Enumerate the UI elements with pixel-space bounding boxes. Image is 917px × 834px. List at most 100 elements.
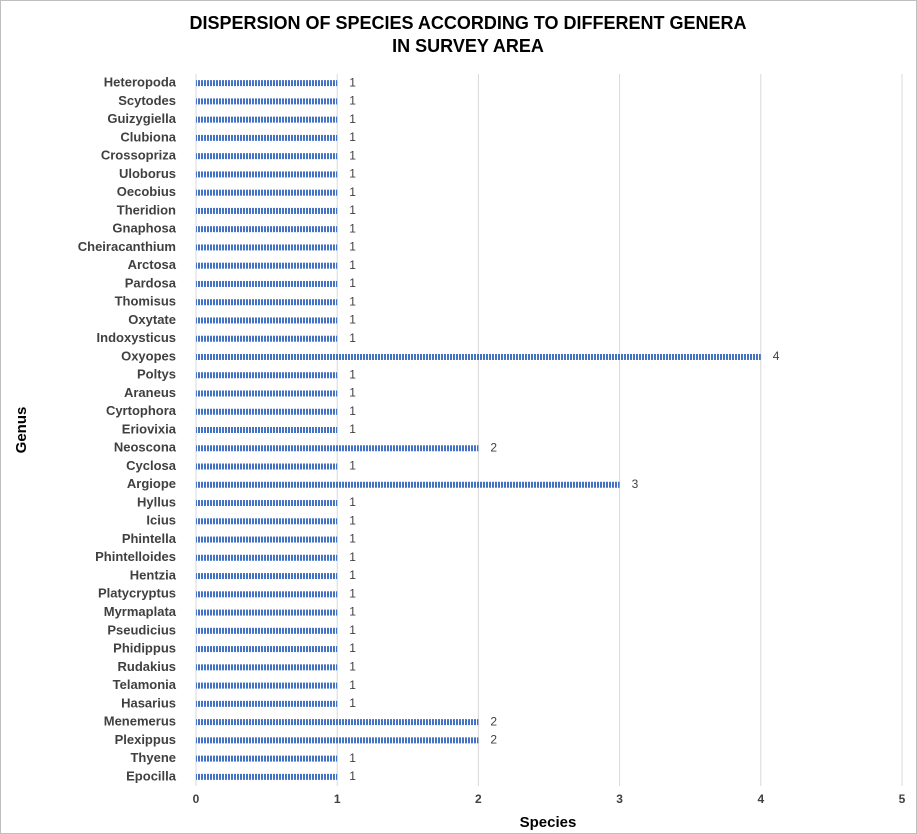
x-tick-label: 3 <box>616 792 623 806</box>
bar <box>196 153 338 160</box>
y-axis-title: Genus <box>13 407 30 454</box>
bar <box>196 427 338 433</box>
y-tick-label: Plexippus <box>115 732 176 747</box>
y-tick-label: Indoxysticus <box>97 330 176 345</box>
data-label: 1 <box>349 258 356 272</box>
bar <box>196 773 338 780</box>
y-tick-label: Telamonia <box>113 677 177 692</box>
bar <box>196 98 338 105</box>
bar <box>196 262 338 269</box>
bar <box>196 317 338 324</box>
data-label: 4 <box>773 349 780 363</box>
y-tick-label: Rudakius <box>117 659 176 674</box>
y-tick-label: Neoscona <box>114 440 177 455</box>
bar <box>196 171 338 178</box>
bar <box>196 627 338 634</box>
data-label: 1 <box>349 696 356 710</box>
y-tick-label: Scytodes <box>118 93 176 108</box>
y-tick-label: Phidippus <box>113 641 176 656</box>
data-label: 1 <box>349 623 356 637</box>
data-label: 1 <box>349 367 356 381</box>
y-tick-label: Thomisus <box>115 294 176 309</box>
data-label: 1 <box>349 678 356 692</box>
data-label: 1 <box>349 167 356 181</box>
data-label: 1 <box>349 294 356 308</box>
bar <box>196 390 338 397</box>
y-tick-label: Myrmaplata <box>104 604 177 619</box>
y-tick-label: Clubiona <box>120 129 176 144</box>
data-label: 1 <box>349 459 356 473</box>
y-tick-label: Epocilla <box>126 768 177 783</box>
x-tick-label: 5 <box>899 792 906 806</box>
data-label: 1 <box>349 185 356 199</box>
y-tick-label: Cyrtophora <box>106 403 177 418</box>
data-label: 1 <box>349 386 356 400</box>
data-label: 2 <box>490 733 497 747</box>
data-label: 1 <box>349 75 356 89</box>
bar <box>196 591 338 598</box>
bar <box>196 80 338 87</box>
y-tick-label: Arctosa <box>128 257 177 272</box>
y-tick-label: Phintelloides <box>95 549 176 564</box>
data-label: 1 <box>349 550 356 564</box>
data-label: 1 <box>349 495 356 509</box>
y-tick-label: Guizygiella <box>107 111 176 126</box>
y-tick-label: Hentzia <box>130 567 177 582</box>
bar <box>196 609 338 616</box>
data-label: 1 <box>349 148 356 162</box>
y-tick-label: Cheiracanthium <box>78 239 176 254</box>
data-label: 1 <box>349 586 356 600</box>
y-tick-label: Gnaphosa <box>112 221 176 236</box>
y-tick-label: Thyene <box>130 750 176 765</box>
bar <box>196 299 338 306</box>
bar <box>196 481 620 488</box>
bar <box>196 463 338 470</box>
bar <box>196 189 338 196</box>
bar <box>196 116 338 123</box>
bar <box>196 664 338 671</box>
x-tick-label: 1 <box>334 792 341 806</box>
y-tick-label: Hyllus <box>137 494 176 509</box>
bar <box>196 700 338 707</box>
bar <box>196 719 479 726</box>
chart-title: DISPERSION OF SPECIES ACCORDING TO DIFFE… <box>189 13 746 33</box>
data-label: 1 <box>349 130 356 144</box>
bar <box>196 682 338 689</box>
data-label: 2 <box>490 440 497 454</box>
y-tick-label: Phintella <box>122 531 177 546</box>
data-label: 1 <box>349 276 356 290</box>
y-tick-label: Menemerus <box>104 714 176 729</box>
data-label: 1 <box>349 94 356 108</box>
bar <box>196 353 761 360</box>
bar <box>196 554 338 561</box>
data-label: 3 <box>632 477 639 491</box>
x-tick-label: 2 <box>475 792 482 806</box>
y-tick-label: Uloborus <box>119 166 176 181</box>
bar <box>196 226 338 233</box>
bar <box>196 518 338 525</box>
bar <box>196 445 479 452</box>
bar <box>196 207 338 214</box>
data-label: 1 <box>349 313 356 327</box>
data-label: 1 <box>349 568 356 582</box>
x-axis-title: Species <box>520 814 577 831</box>
y-tick-label: Crossopriza <box>101 148 177 163</box>
y-tick-label: Oecobius <box>117 184 176 199</box>
data-label: 1 <box>349 513 356 527</box>
data-label: 1 <box>349 660 356 674</box>
data-label: 1 <box>349 112 356 126</box>
bar <box>196 244 338 251</box>
y-tick-label: Argiope <box>127 476 176 491</box>
data-label: 1 <box>349 422 356 436</box>
bar <box>196 335 338 342</box>
x-tick-label: 0 <box>193 792 200 806</box>
y-tick-label: Theridion <box>117 202 176 217</box>
y-tick-label: Oxytate <box>128 312 176 327</box>
y-tick-label: Heteropoda <box>104 75 177 90</box>
y-tick-label: Cyclosa <box>126 458 177 473</box>
bar <box>196 372 338 379</box>
bar <box>196 737 479 744</box>
y-tick-label: Poltys <box>137 367 176 382</box>
